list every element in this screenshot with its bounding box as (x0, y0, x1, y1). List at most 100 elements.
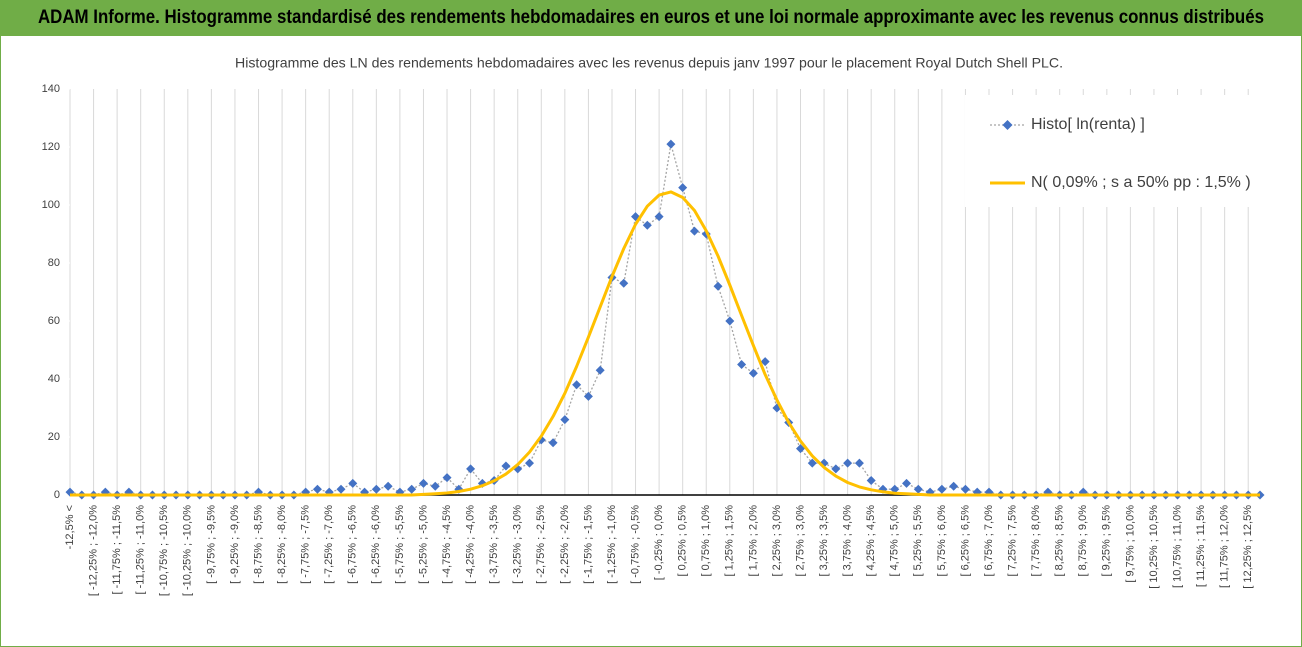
marker (336, 484, 346, 494)
x-tick-label: [ -9,25% ; -9,0% (229, 505, 241, 584)
x-tick-label: [ -2,75% ; -2,5% (535, 505, 547, 584)
x-tick-label: [ 8,75% ; 9,0% (1077, 505, 1089, 577)
x-tick-label: [ 10,75% ; 11,0% (1171, 505, 1183, 588)
x-tick-label: [ 11,75% ; 12,0% (1219, 505, 1231, 588)
marker (418, 478, 428, 488)
marker (442, 473, 452, 483)
x-tick-label: [ 12,25% ; 12,5% (1242, 505, 1254, 589)
x-tick-label: [ -5,25% ; -5,0% (417, 505, 429, 584)
x-tick-label: [ 4,25% ; 4,5% (865, 505, 877, 577)
x-tick-label: [ 3,75% ; 4,0% (842, 505, 854, 577)
title-bar (0, 0, 1302, 36)
marker (725, 316, 735, 326)
x-tick-label: [ -9,75% ; -9,5% (205, 505, 217, 584)
marker (831, 464, 841, 474)
x-tick-label: [ 2,25% ; 3,0% (771, 505, 783, 577)
marker (807, 458, 817, 468)
y-tick-label: 20 (48, 431, 60, 443)
marker (407, 484, 417, 494)
x-tick-label: [ 2,75% ; 3,0% (794, 505, 806, 577)
legend-label: Histo[ ln(renta) ] (1031, 116, 1145, 133)
x-tick-label: [ 9,75% ; 10,0% (1124, 505, 1136, 583)
x-tick-label: [ -5,75% ; -5,5% (394, 505, 406, 584)
marker (949, 481, 959, 491)
x-tick-label: [ 7,75% ; 8,0% (1030, 505, 1042, 577)
x-tick-label: [ -3,25% ; -3,0% (512, 505, 524, 584)
marker (383, 481, 393, 491)
marker (902, 478, 912, 488)
x-tick-label: [ 8,25% ; 8,5% (1054, 505, 1066, 577)
marker (866, 476, 876, 485)
marker (843, 458, 853, 468)
marker (737, 360, 747, 369)
marker (371, 484, 381, 494)
marker (583, 391, 593, 401)
plot (65, 139, 1265, 500)
x-tick-label: [ -1,25% ; -1,0% (606, 505, 618, 584)
y-tick-label: 0 (54, 489, 60, 501)
x-tick-label: [ 6,75% ; 7,0% (983, 505, 995, 577)
marker (654, 212, 664, 222)
x-tick-label: [ 6,25% ; 6,5% (959, 505, 971, 577)
x-tick-label: [ -2,25% ; -2,0% (559, 505, 571, 584)
series-line (70, 190, 1260, 497)
x-tick-label: [ -11,75% ; -11,5% (111, 505, 123, 595)
x-tick-label: [ 0,25% ; 0,5% (677, 505, 689, 577)
x-tick-label: [ 0,75% ; 1,0% (700, 505, 712, 577)
x-tick-label: [ -4,25% ; -4,0% (465, 505, 477, 584)
marker (960, 484, 970, 494)
marker (642, 220, 652, 230)
x-tick-label: [ -7,75% ; -7,5% (300, 505, 312, 584)
x-tick-label: [ -10,75% ; -10,5% (158, 505, 170, 596)
x-tick-label: [ -10,25% ; -10,0% (182, 505, 194, 596)
marker (937, 484, 947, 494)
x-tick-label: [ -7,25% ; -7,0% (323, 505, 335, 584)
x-tick-label: [ -8,25% ; -8,0% (276, 505, 288, 584)
marker (890, 484, 900, 494)
x-tick-label: -12,5% < (64, 505, 76, 549)
x-tick-label: [ -12,25% ; -12,0% (87, 505, 99, 596)
marker (525, 458, 535, 468)
x-tick-label: [ -0,25% ; 0,0% (653, 505, 665, 580)
x-tick-label: [ -6,25% ; -6,0% (370, 505, 382, 584)
legend-label: N( 0,09% ; s a 50% pp : 1,5% ) (1031, 174, 1251, 191)
marker (748, 368, 758, 378)
marker (666, 139, 676, 149)
marker (501, 461, 511, 471)
marker (430, 481, 440, 491)
x-tick-label: [ -0,75% ; -0,5% (629, 505, 641, 584)
x-tick-label: [ 10,25% ; 10,5% (1148, 505, 1160, 589)
y-tick-label: 100 (42, 199, 60, 211)
marker (854, 458, 864, 468)
y-tick-label: 140 (42, 83, 60, 95)
marker (689, 226, 699, 236)
x-tick-label: [ -8,75% ; -8,5% (252, 505, 264, 584)
marker (795, 444, 805, 454)
marker (713, 281, 723, 291)
x-tick-label: [ 3,25% ; 3,5% (818, 505, 830, 577)
marker (312, 484, 322, 494)
y-tick-label: 80 (48, 257, 60, 269)
marker (572, 380, 582, 390)
x-tick-label: [ 1,25% ; 1,5% (724, 505, 736, 577)
marker (348, 478, 358, 488)
x-tick-label: [ 1,75% ; 2,0% (747, 505, 759, 577)
x-tick-label: [ 4,75% ; 5,0% (889, 505, 901, 577)
marker (560, 415, 570, 425)
y-tick-label: 60 (48, 315, 60, 327)
x-tick-label: [ 5,75% ; 6,0% (936, 505, 948, 577)
legend-box (965, 95, 1260, 207)
chart-title: Histogramme des LN des rendements hebdom… (235, 55, 1063, 71)
x-tick-label: [ -6,75% ; -6,5% (347, 505, 359, 584)
y-tick-label: 40 (48, 373, 60, 385)
y-tick-label: 120 (42, 141, 60, 153)
marker (548, 438, 558, 448)
marker (595, 365, 605, 375)
x-tick-label: [ -3,75% ; -3,5% (488, 505, 500, 584)
marker (678, 183, 688, 193)
x-tick-label: [ 7,25% ; 7,5% (1006, 505, 1018, 577)
x-tick-label: [ 11,25% ; 11,5% (1195, 505, 1207, 587)
marker (619, 278, 629, 288)
x-tick-label: [ 9,25% ; 9,5% (1101, 505, 1113, 577)
